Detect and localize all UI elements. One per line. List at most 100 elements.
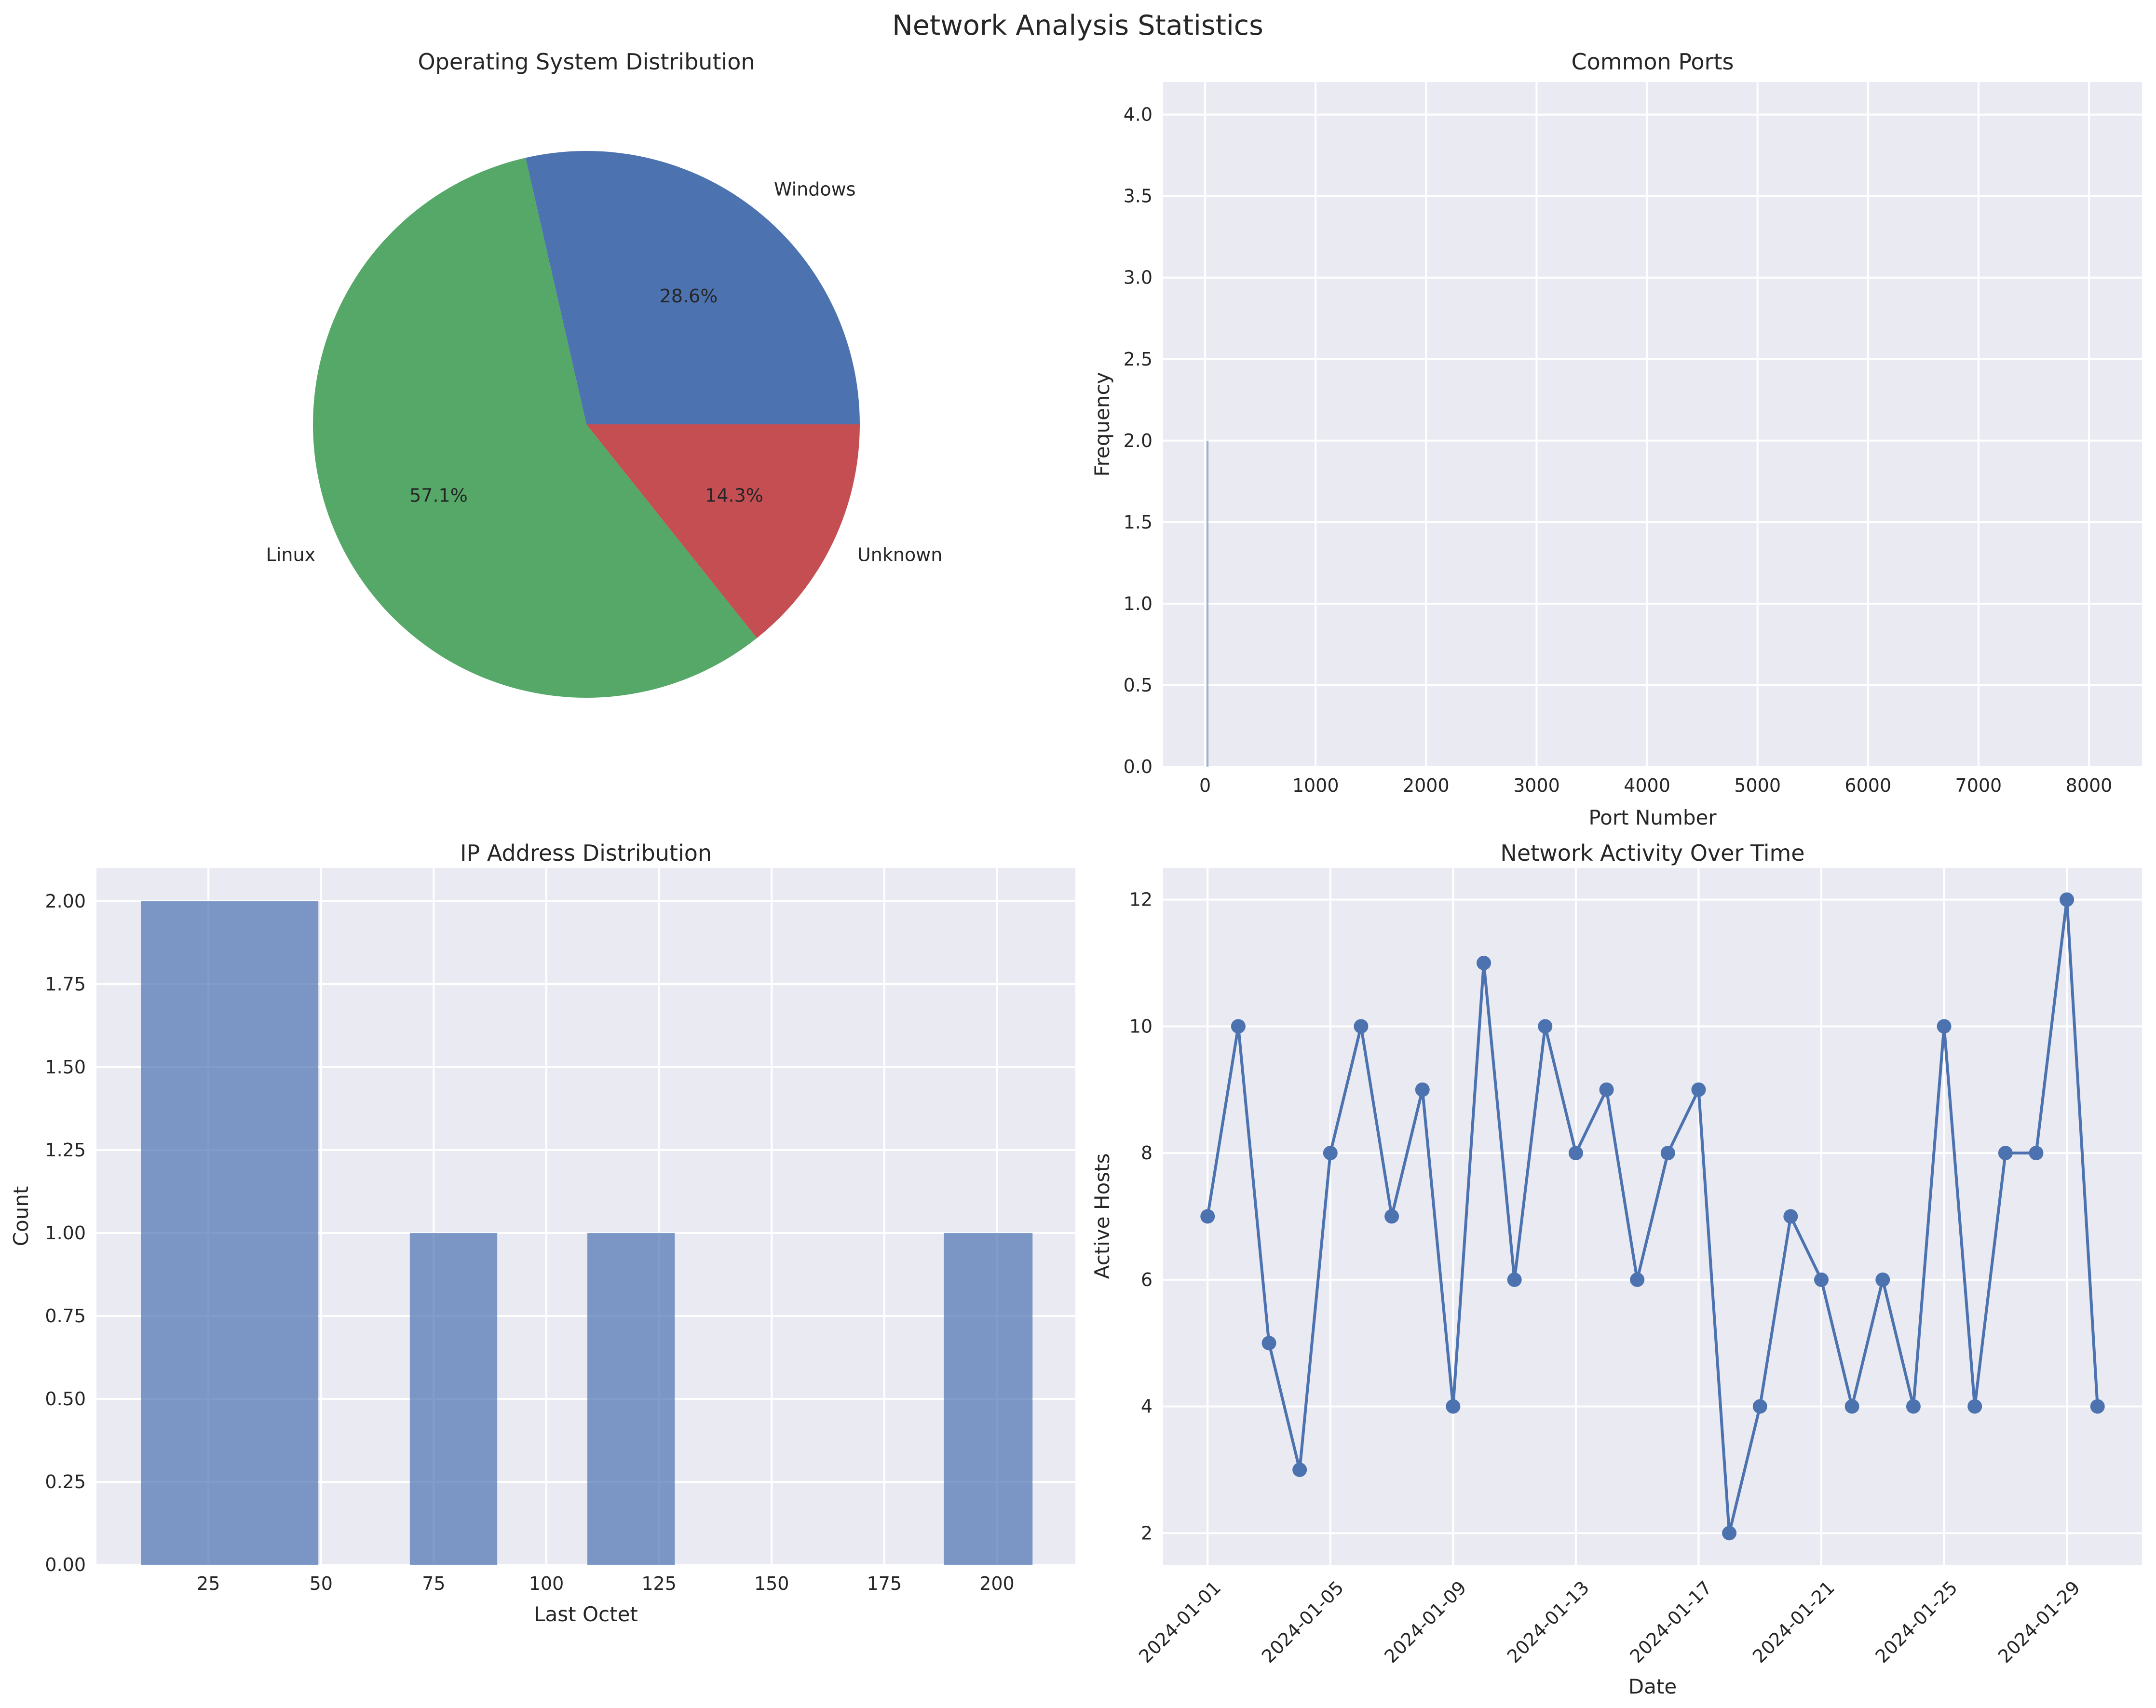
ports-xtick: 4000 bbox=[1624, 775, 1670, 796]
ip-ytick: 0.00 bbox=[45, 1554, 86, 1575]
activity-point bbox=[1323, 1146, 1338, 1161]
activity-point bbox=[1906, 1399, 1921, 1414]
activity-xtick: 2024-01-13 bbox=[1503, 1577, 1593, 1667]
ip-bar bbox=[587, 1233, 675, 1565]
ports-tick-labels: 0 1000 2000 3000 4000 5000 6000 7000 8000 0.0 0.5 1… bbox=[1124, 104, 2113, 796]
ports-ytick: 3.5 bbox=[1124, 186, 1153, 207]
activity-ytick: 10 bbox=[1129, 1016, 1153, 1037]
ports-ylabel: Frequency bbox=[1090, 372, 1114, 477]
activity-point bbox=[1292, 1462, 1307, 1477]
ip-ytick: 1.00 bbox=[45, 1222, 86, 1244]
activity-ytick: 12 bbox=[1129, 889, 1153, 910]
ip-xtick: 75 bbox=[422, 1573, 445, 1594]
activity-point bbox=[2060, 892, 2075, 907]
ip-xtick: 150 bbox=[754, 1573, 789, 1594]
ip-ytick: 1.75 bbox=[45, 974, 86, 995]
pie-pct-windows: 28.6% bbox=[660, 285, 718, 307]
activity-point bbox=[1998, 1146, 2013, 1161]
activity-point bbox=[1599, 1082, 1614, 1097]
activity-gridlines bbox=[1163, 868, 2142, 1565]
ports-ytick: 1.5 bbox=[1124, 512, 1153, 533]
activity-xtick: 2024-01-01 bbox=[1135, 1577, 1225, 1667]
activity-xtick: 2024-01-09 bbox=[1380, 1577, 1470, 1667]
activity-point bbox=[1538, 1019, 1553, 1034]
ip-ytick: 0.75 bbox=[45, 1305, 86, 1327]
activity-point bbox=[1446, 1399, 1461, 1414]
pie-slice-unknown bbox=[586, 424, 860, 638]
activity-point bbox=[2090, 1399, 2105, 1414]
ports-ytick: 2.5 bbox=[1124, 349, 1153, 370]
activity-series bbox=[1200, 892, 2105, 1541]
ports-xtick: 2000 bbox=[1403, 775, 1450, 796]
ports-xtick: 3000 bbox=[1513, 775, 1560, 796]
pie-title: Operating System Distribution bbox=[418, 49, 755, 75]
ports-xlabel: Port Number bbox=[1588, 806, 1717, 829]
os-pie-chart: Operating System Distribution Windows 28.… bbox=[266, 49, 942, 698]
ports-xtick: 6000 bbox=[1844, 775, 1891, 796]
activity-point bbox=[1660, 1146, 1675, 1161]
activity-point bbox=[1783, 1209, 1798, 1224]
ip-ytick: 1.25 bbox=[45, 1139, 86, 1161]
ports-xtick: 5000 bbox=[1734, 775, 1781, 796]
network-activity-chart: 2024-01-01 2024-01-05 2024-01-09 2024-01-13… bbox=[1090, 840, 2142, 1698]
ip-ytick: 1.50 bbox=[45, 1057, 86, 1078]
pie-slice-windows bbox=[525, 151, 860, 425]
activity-point bbox=[1722, 1526, 1737, 1541]
activity-point bbox=[1384, 1209, 1399, 1224]
ports-xtick: 7000 bbox=[1955, 775, 2002, 796]
ports-ytick: 1.0 bbox=[1124, 593, 1153, 614]
activity-point bbox=[1568, 1146, 1583, 1161]
activity-xtick: 2024-01-21 bbox=[1749, 1577, 1839, 1667]
activity-xtick: 2024-01-29 bbox=[1994, 1577, 2084, 1667]
pie-label-windows: Windows bbox=[774, 178, 856, 200]
activity-point bbox=[1691, 1082, 1706, 1097]
pie-pct-unknown: 14.3% bbox=[705, 485, 763, 506]
pie-label-linux: Linux bbox=[266, 544, 315, 566]
ports-ytick: 4.0 bbox=[1124, 104, 1153, 125]
ip-xtick: 100 bbox=[529, 1573, 564, 1594]
activity-point bbox=[1261, 1336, 1276, 1351]
pie-slice-linux bbox=[312, 158, 757, 698]
ip-ylabel: Count bbox=[9, 1186, 33, 1247]
activity-ytick: 6 bbox=[1141, 1269, 1153, 1290]
activity-point bbox=[1415, 1082, 1430, 1097]
pie-pct-linux: 57.1% bbox=[409, 485, 468, 506]
figure-title: Network Analysis Statistics bbox=[892, 10, 1263, 41]
activity-title: Network Activity Over Time bbox=[1500, 840, 1804, 866]
ip-xtick: 175 bbox=[867, 1573, 902, 1594]
activity-ytick: 4 bbox=[1141, 1396, 1153, 1417]
ip-tick-labels: 25 50 75 100 125 150 175 200 0.00 0.25 0.50 0.75 1.0… bbox=[45, 891, 1014, 1594]
activity-xtick: 2024-01-17 bbox=[1626, 1577, 1716, 1667]
ports-xtick: 1000 bbox=[1292, 775, 1339, 796]
ports-gridlines bbox=[1163, 82, 2142, 768]
ports-plot-area bbox=[1163, 82, 2142, 767]
activity-point bbox=[1875, 1272, 1890, 1287]
activity-point bbox=[1937, 1019, 1952, 1034]
ip-xtick: 200 bbox=[979, 1573, 1015, 1594]
ip-ytick: 2.00 bbox=[45, 891, 86, 912]
ip-distribution-chart: 25 50 75 100 125 150 175 200 0.00 0.25 0.50 0.75 1.0… bbox=[9, 840, 1075, 1626]
activity-point bbox=[2029, 1146, 2044, 1161]
activity-point bbox=[1200, 1209, 1215, 1224]
activity-ytick: 8 bbox=[1141, 1142, 1153, 1164]
ip-bars bbox=[141, 901, 1033, 1565]
ports-title: Common Ports bbox=[1572, 49, 1734, 75]
activity-point bbox=[1477, 956, 1491, 971]
activity-xtick: 2024-01-25 bbox=[1871, 1577, 1961, 1667]
ip-xtick: 50 bbox=[310, 1573, 333, 1594]
ip-ytick: 0.25 bbox=[45, 1471, 86, 1492]
activity-ylabel: Active Hosts bbox=[1090, 1153, 1114, 1279]
activity-xtick: 2024-01-05 bbox=[1258, 1577, 1348, 1667]
activity-point bbox=[1814, 1272, 1829, 1287]
ip-xtick: 125 bbox=[641, 1573, 677, 1594]
pie-slices: Windows 28.6% Linux 57.1% Unknown 14.3% bbox=[266, 151, 942, 698]
activity-point bbox=[1630, 1272, 1645, 1287]
ports-bars bbox=[1207, 440, 1209, 767]
ip-xtick: 25 bbox=[197, 1573, 220, 1594]
ip-bar bbox=[141, 901, 319, 1565]
activity-point bbox=[1231, 1019, 1246, 1034]
ports-chart: 0 1000 2000 3000 4000 5000 6000 7000 8000 0.0 0.5 1… bbox=[1090, 49, 2142, 829]
pie-label-unknown: Unknown bbox=[857, 544, 942, 566]
activity-point bbox=[1507, 1272, 1522, 1287]
